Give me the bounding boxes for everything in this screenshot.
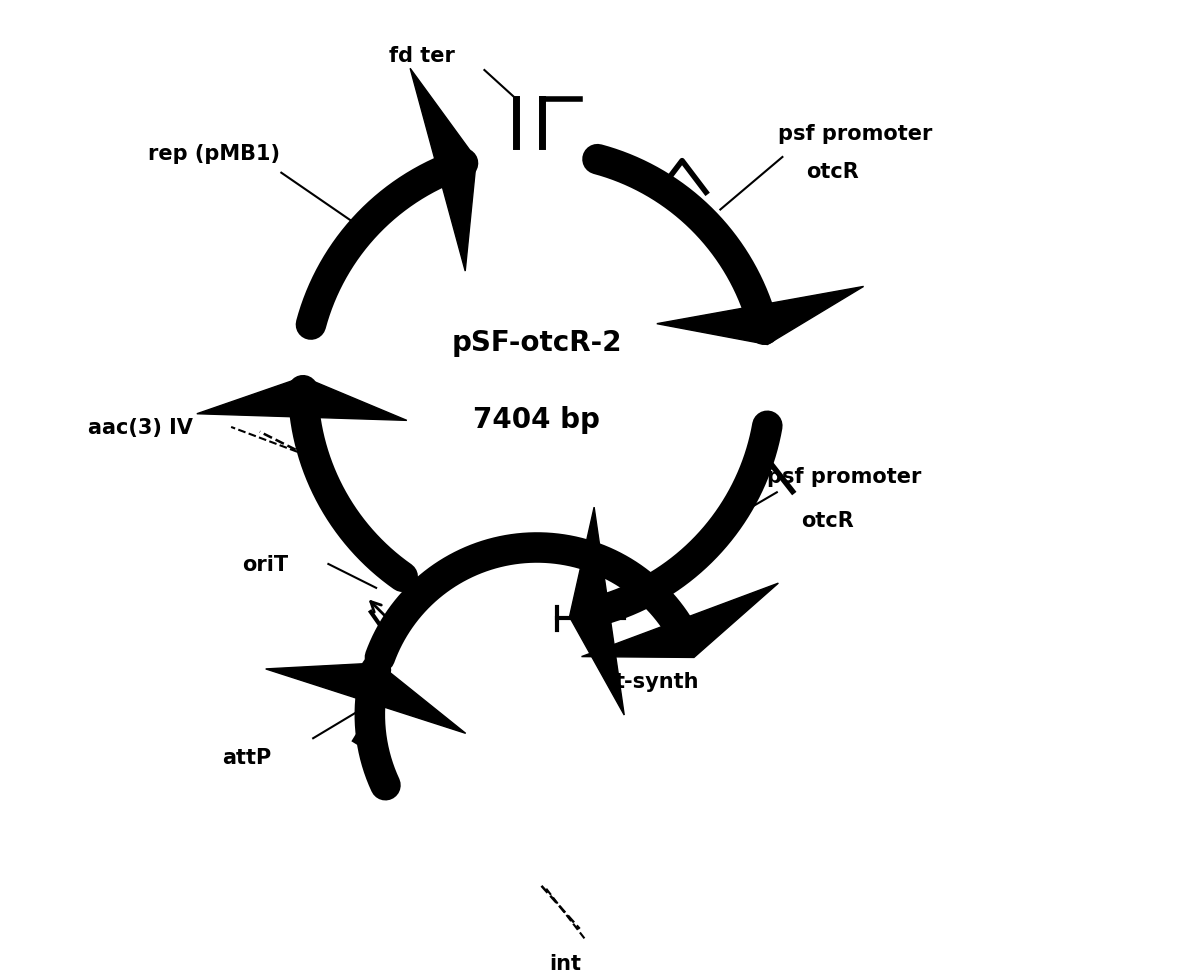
Text: attP: attP [223,747,272,768]
Polygon shape [581,584,779,658]
Text: psf promoter: psf promoter [767,467,921,486]
Polygon shape [410,69,477,272]
Text: int: int [550,953,581,973]
Text: otcR: otcR [806,161,859,182]
Text: aac(3) IV: aac(3) IV [87,418,193,437]
Polygon shape [266,663,466,734]
Text: fd ter: fd ter [389,46,455,67]
Polygon shape [657,288,864,345]
Polygon shape [196,378,407,421]
Text: otcR: otcR [800,511,853,531]
Text: oriT: oriT [242,555,289,574]
Text: pSF-otcR-2: pSF-otcR-2 [452,329,622,357]
Polygon shape [569,508,624,715]
Text: 7404 bp: 7404 bp [473,405,600,433]
Text: psf promoter: psf promoter [778,123,932,144]
Text: rep (pMB1): rep (pMB1) [147,144,279,164]
Text: t-synth: t-synth [615,671,700,691]
